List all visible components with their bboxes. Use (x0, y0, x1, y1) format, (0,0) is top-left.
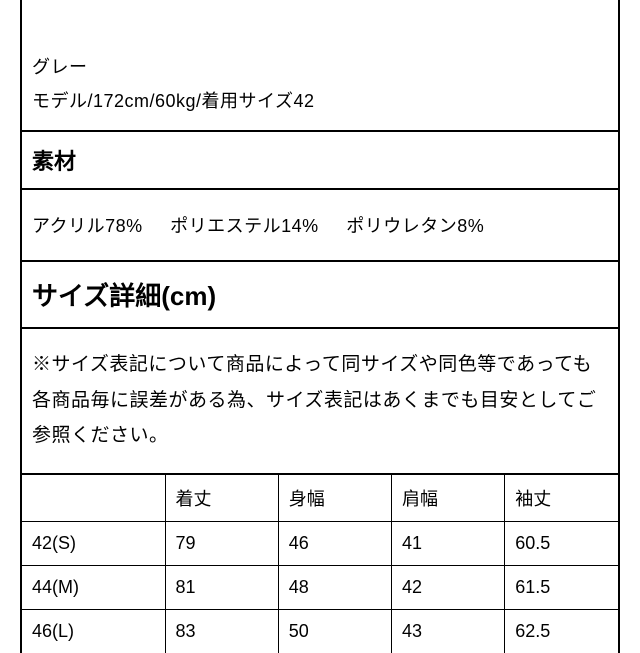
cell-size: 42(S) (22, 521, 165, 565)
size-note: ※サイズ表記について商品によって同サイズや同色等であっても各商品毎に誤差がある為… (22, 329, 618, 474)
color-model-section: グレー モデル/172cm/60kg/着用サイズ42 (22, 0, 618, 132)
cell-value: 46 (278, 521, 391, 565)
cell-value: 61.5 (505, 565, 618, 609)
size-col-shoulder: 肩幅 (392, 475, 505, 522)
cell-value: 62.5 (505, 609, 618, 653)
size-col-blank (22, 475, 165, 522)
cell-value: 60.5 (505, 521, 618, 565)
cell-value: 48 (278, 565, 391, 609)
cell-value: 42 (392, 565, 505, 609)
table-row: 42(S) 79 46 41 60.5 (22, 521, 618, 565)
size-col-chest: 身幅 (278, 475, 391, 522)
cell-value: 81 (165, 565, 278, 609)
color-label: グレー (32, 50, 608, 84)
material-1: アクリル78% (32, 216, 143, 236)
size-table-header-row: 着丈 身幅 肩幅 袖丈 (22, 475, 618, 522)
cell-value: 43 (392, 609, 505, 653)
cell-size: 44(M) (22, 565, 165, 609)
material-heading: 素材 (22, 132, 618, 190)
material-2: ポリエステル14% (170, 216, 319, 236)
table-row: 46(L) 83 50 43 62.5 (22, 609, 618, 653)
cell-size: 46(L) (22, 609, 165, 653)
size-col-length: 着丈 (165, 475, 278, 522)
cell-value: 50 (278, 609, 391, 653)
size-table: 着丈 身幅 肩幅 袖丈 42(S) 79 46 41 60.5 44(M) 81… (22, 475, 618, 653)
size-detail-heading: サイズ詳細(cm) (22, 262, 618, 329)
table-row: 44(M) 81 48 42 61.5 (22, 565, 618, 609)
material-content: アクリル78% ポリエステル14% ポリウレタン8% (22, 190, 618, 262)
product-spec-container: グレー モデル/172cm/60kg/着用サイズ42 素材 アクリル78% ポリ… (20, 0, 620, 653)
model-info: モデル/172cm/60kg/着用サイズ42 (32, 84, 608, 118)
size-col-sleeve: 袖丈 (505, 475, 618, 522)
cell-value: 41 (392, 521, 505, 565)
material-3: ポリウレタン8% (346, 216, 484, 236)
cell-value: 79 (165, 521, 278, 565)
cell-value: 83 (165, 609, 278, 653)
